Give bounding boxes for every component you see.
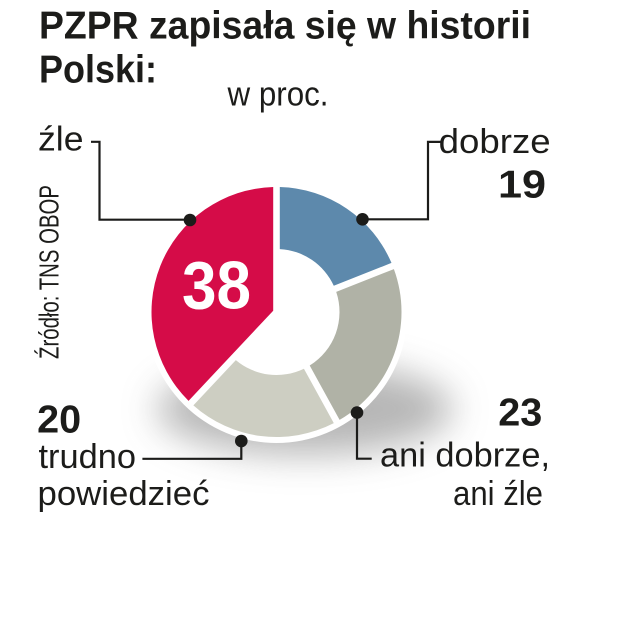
svg-text:ani źle: ani źle (453, 475, 543, 513)
svg-text:PZPR zapisała się w historii: PZPR zapisała się w historii (39, 5, 531, 48)
svg-text:w proc.: w proc. (227, 76, 329, 114)
svg-text:Źródło: TNS OBOP: Źródło: TNS OBOP (34, 185, 65, 359)
svg-text:Polski:: Polski: (39, 49, 157, 92)
svg-text:dobrze: dobrze (439, 123, 551, 161)
svg-text:19: 19 (498, 164, 546, 207)
svg-text:powiedzieć: powiedzieć (38, 475, 210, 513)
svg-text:źle: źle (38, 121, 84, 159)
svg-text:trudno: trudno (39, 438, 137, 476)
svg-text:23: 23 (498, 392, 542, 435)
svg-text:38: 38 (182, 249, 251, 324)
svg-text:20: 20 (37, 399, 81, 442)
svg-text:ani dobrze,: ani dobrze, (380, 437, 550, 475)
